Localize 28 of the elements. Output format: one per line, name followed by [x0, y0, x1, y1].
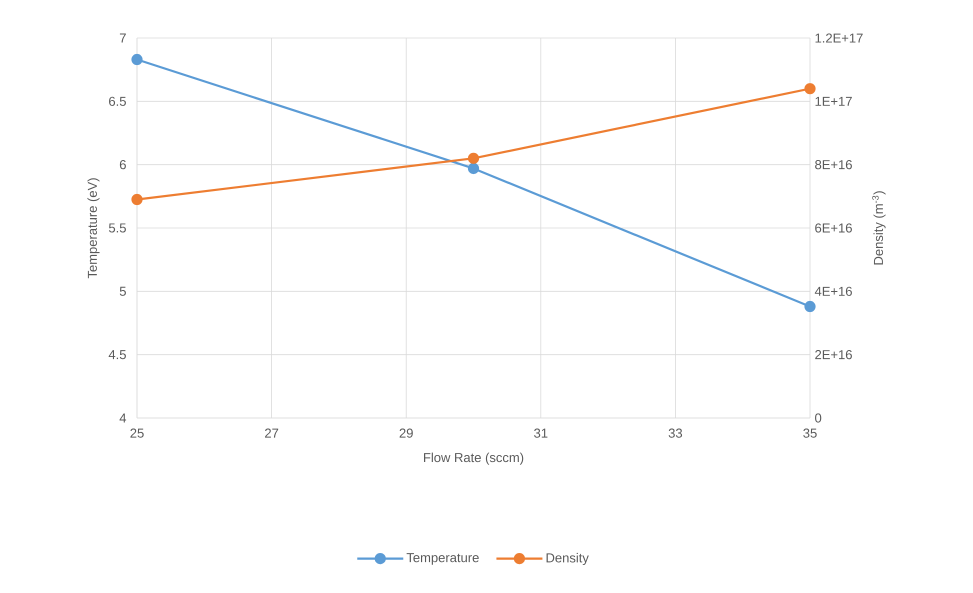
- point: [131, 54, 143, 66]
- x-tick-label: 27: [265, 428, 278, 438]
- y2-tick-label: 1.2E+17: [816, 33, 863, 43]
- x-tick-label: 25: [130, 428, 144, 438]
- y2-axis-title: Density (m$^{-3}$): [872, 191, 886, 264]
- x-axis-title: Flow Rate (sccm): [424, 452, 524, 465]
- legend-label: Temperature: [406, 553, 479, 565]
- y-tick-label: 5: [120, 286, 126, 296]
- y2-tick-label: 2E+16: [815, 350, 852, 360]
- y2-tick-label: 0: [815, 413, 822, 423]
- x-tick-label: 33: [668, 428, 682, 438]
- y2-tick-label: 6E+16: [815, 223, 852, 233]
- x-tick-label: 31: [534, 428, 548, 438]
- y-tick-label: 4.5: [108, 350, 126, 360]
- y2-tick-label: 8E+16: [815, 160, 852, 170]
- y2-tick-label: 1E+17: [816, 96, 852, 106]
- point: [804, 300, 816, 312]
- y-tick-label: 4: [120, 414, 126, 422]
- y-tick-label: 6.5: [109, 96, 126, 106]
- y-axis-title: Temperature (eV): [87, 178, 100, 278]
- point: [468, 162, 480, 174]
- y-tick-label: 5.5: [108, 223, 126, 233]
- x-tick-label: 35: [803, 428, 817, 438]
- legend-label: Density: [546, 552, 589, 566]
- x-tick-label: 29: [400, 428, 413, 438]
- y2-tick-label: 4E+16: [814, 286, 852, 296]
- y-tick-label: 7: [120, 34, 126, 42]
- y-tick-label: 6: [120, 160, 126, 170]
